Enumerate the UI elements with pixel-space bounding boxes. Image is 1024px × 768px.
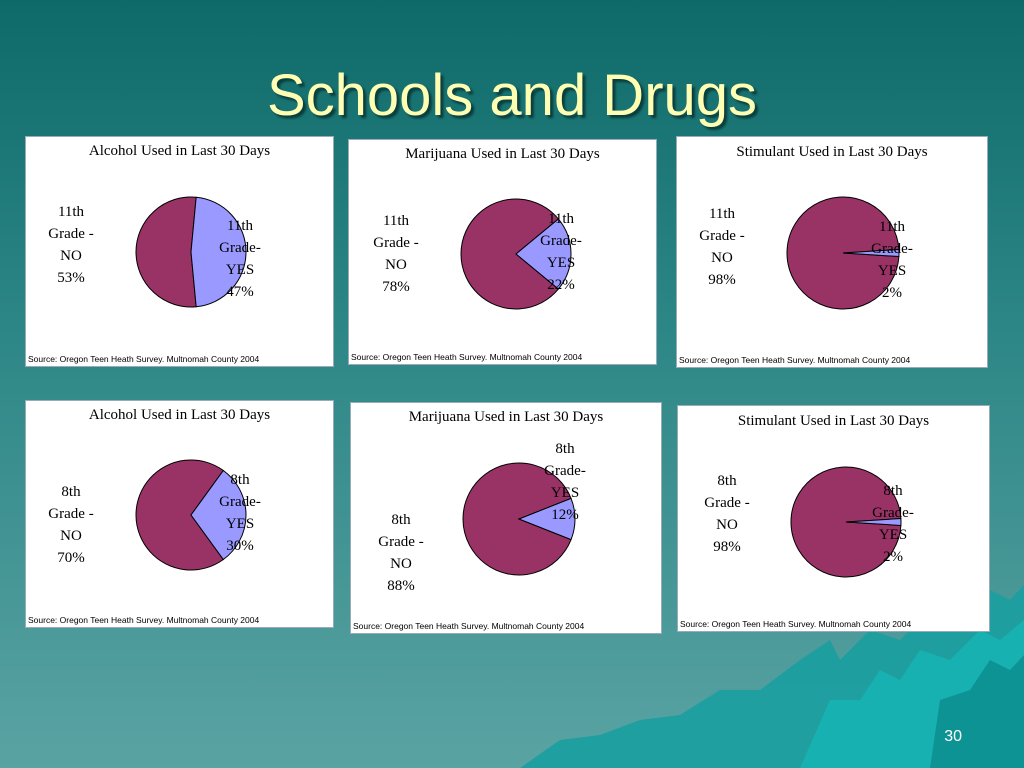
pie-label-line: 98% bbox=[713, 539, 741, 555]
pie-label-line: 8th bbox=[717, 473, 737, 489]
source-note: Source: Oregon Teen Heath Survey. Multno… bbox=[351, 352, 583, 362]
pie-label-line: Grade- bbox=[872, 505, 914, 521]
pie-label-line: 11th bbox=[708, 206, 736, 222]
chart-title: Alcohol Used in Last 30 Days bbox=[88, 143, 271, 159]
pie-label-yes: 11th Grade- YES 22% bbox=[526, 208, 596, 296]
pie-slice-no bbox=[462, 462, 572, 576]
source-note: Source: Oregon Teen Heath Survey. Multno… bbox=[679, 355, 911, 365]
pie-chart bbox=[790, 466, 902, 578]
pie-label-line: YES bbox=[878, 527, 908, 543]
pie-label-no: 8th Grade - NO 88% bbox=[366, 509, 436, 597]
pie-label-line: 2% bbox=[883, 549, 903, 565]
source-note: Source: Oregon Teen Heath Survey. Multno… bbox=[28, 354, 260, 364]
pie-label-line: 78% bbox=[382, 279, 410, 295]
chart-panel: Alcohol Used in Last 30 Days 11th Grade - N… bbox=[25, 136, 334, 367]
pie-label-line: Grade- bbox=[544, 463, 586, 479]
pie-label-line: Grade - bbox=[373, 235, 419, 251]
pie-label-line: NO bbox=[60, 528, 82, 544]
pie-slice-yes bbox=[517, 497, 576, 541]
pie-label-line: Grade- bbox=[540, 233, 582, 249]
pie-label-line: Grade - bbox=[48, 506, 94, 522]
pie-label-line: 11th bbox=[57, 204, 85, 220]
pie-label-line: 98% bbox=[708, 272, 736, 288]
chart-title: Marijuana Used in Last 30 Days bbox=[408, 409, 604, 425]
slide-title: Schools and Drugs bbox=[266, 63, 758, 128]
page-number: 30 bbox=[944, 728, 962, 745]
pie-slice-no bbox=[135, 196, 197, 308]
source-note: Source: Oregon Teen Heath Survey. Multno… bbox=[353, 621, 585, 631]
pie-label-line: YES bbox=[546, 255, 576, 271]
pie-label-line: 53% bbox=[57, 270, 85, 286]
pie-label-yes: 8th Grade- YES 12% bbox=[530, 438, 600, 526]
pie-label-line: 8th bbox=[391, 512, 411, 528]
pie-label-line: NO bbox=[716, 517, 738, 533]
pie-chart bbox=[462, 462, 576, 576]
pie-label-no: 8th Grade - NO 98% bbox=[692, 470, 762, 558]
pie-label-line: Grade - bbox=[378, 534, 424, 550]
pie-label-line: YES bbox=[877, 263, 907, 279]
pie-chart bbox=[460, 198, 572, 310]
pie-label-line: 2% bbox=[882, 285, 902, 301]
pie-label-line: Grade- bbox=[219, 240, 261, 256]
pie-label-line: YES bbox=[550, 485, 580, 501]
pie-label-line: YES bbox=[225, 262, 255, 278]
pie-chart bbox=[786, 196, 900, 310]
chart-panel: Stimulant Used in Last 30 Days 8th Grade -… bbox=[677, 405, 990, 632]
pie-label-no: 11th Grade - NO 78% bbox=[361, 210, 431, 298]
pie-label-line: NO bbox=[385, 257, 407, 273]
chart-panel: Marijuana Used in Last 30 Days 11th Grade … bbox=[348, 139, 657, 365]
chart-title: Stimulant Used in Last 30 Days bbox=[736, 144, 928, 160]
pie-label-line: 8th bbox=[555, 441, 575, 457]
pie-label-line: Grade - bbox=[48, 226, 94, 242]
pie-slice-yes bbox=[515, 218, 572, 290]
pie-slice-yes bbox=[845, 518, 902, 526]
pie-slice-yes bbox=[842, 248, 900, 258]
pie-label-line: 11th bbox=[547, 211, 575, 227]
pie-label-line: NO bbox=[711, 250, 733, 266]
chart-title: Alcohol Used in Last 30 Days bbox=[88, 407, 271, 423]
pie-chart bbox=[135, 196, 247, 308]
pie-label-line: 11th bbox=[382, 213, 410, 229]
pie-label-yes: 11th Grade- YES 47% bbox=[205, 215, 275, 303]
pie-label-line: Grade - bbox=[699, 228, 745, 244]
source-note: Source: Oregon Teen Heath Survey. Multno… bbox=[28, 615, 260, 625]
pie-label-line: 8th bbox=[230, 472, 250, 488]
pie-chart bbox=[135, 459, 247, 571]
pie-label-line: 8th bbox=[61, 484, 81, 500]
pie-label-no: 11th Grade - NO 53% bbox=[36, 201, 106, 289]
pie-label-line: 11th bbox=[226, 218, 254, 234]
pie-slice-yes bbox=[190, 196, 247, 308]
pie-label-line: YES bbox=[225, 516, 255, 532]
pie-label-line: Grade - bbox=[704, 495, 750, 511]
pie-slice-no bbox=[786, 196, 900, 310]
pie-label-yes: 11th Grade- YES 2% bbox=[857, 216, 927, 304]
pie-label-line: 12% bbox=[551, 507, 579, 523]
pie-label-yes: 8th Grade- YES 30% bbox=[205, 469, 275, 557]
chart-title: Marijuana Used in Last 30 Days bbox=[405, 146, 600, 162]
chart-title: Stimulant Used in Last 30 Days bbox=[737, 413, 930, 429]
pie-label-no: 8th Grade - NO 70% bbox=[36, 481, 106, 569]
pie-slice-no bbox=[135, 459, 225, 571]
source-note: Source: Oregon Teen Heath Survey. Multno… bbox=[680, 619, 912, 629]
pie-label-no: 11th Grade - NO 98% bbox=[687, 203, 757, 291]
pie-label-line: NO bbox=[60, 248, 82, 264]
pie-label-line: Grade- bbox=[871, 241, 913, 257]
pie-label-line: 11th bbox=[878, 219, 906, 235]
pie-label-line: 70% bbox=[57, 550, 85, 566]
pie-label-line: 8th bbox=[883, 483, 903, 499]
pie-label-line: 30% bbox=[226, 538, 254, 554]
chart-panel: Stimulant Used in Last 30 Days 11th Grade … bbox=[676, 136, 988, 368]
chart-panel: Alcohol Used in Last 30 Days 8th Grade - NO… bbox=[25, 400, 334, 628]
pie-label-line: Grade- bbox=[219, 494, 261, 510]
chart-panel: Marijuana Used in Last 30 Days 8th Grade -… bbox=[350, 402, 662, 634]
pie-label-line: 47% bbox=[226, 284, 254, 300]
pie-slice-no bbox=[460, 198, 560, 310]
pie-label-line: NO bbox=[390, 556, 412, 572]
pie-label-line: 22% bbox=[547, 277, 575, 293]
pie-label-line: 88% bbox=[387, 578, 415, 594]
pie-label-yes: 8th Grade- YES 2% bbox=[858, 480, 928, 568]
pie-slice-yes bbox=[190, 469, 247, 561]
